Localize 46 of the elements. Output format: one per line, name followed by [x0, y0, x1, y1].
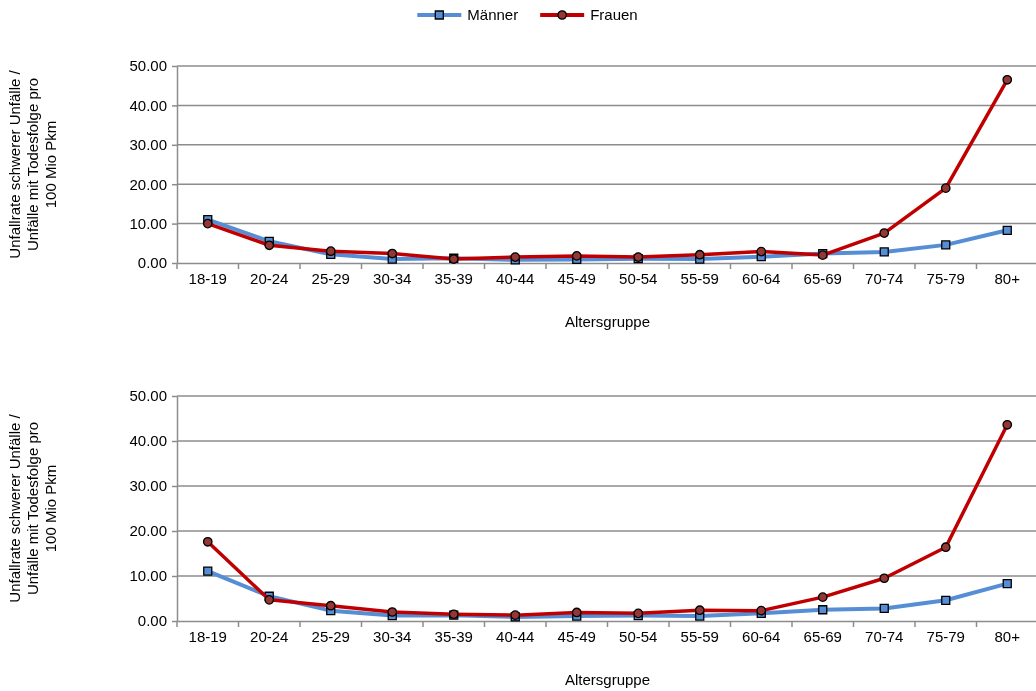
- y-tick-label: 40.00: [129, 432, 167, 450]
- x-tick-label: 50-54: [619, 270, 658, 287]
- x-tick-label: 60-64: [742, 270, 781, 287]
- y-tick-label: 10.00: [129, 567, 167, 585]
- x-axis-title: Altersgruppe: [564, 313, 651, 330]
- x-tick-label: 75-79: [926, 270, 965, 287]
- x-tick-label: 50-54: [619, 628, 658, 645]
- x-tick-label: 18-19: [188, 270, 227, 287]
- x-tick-label: 70-74: [865, 270, 904, 287]
- y-axis-title: Unfallrate schwerer Unfälle / Unfälle mit Todesfolge pro 100 Mio Pkm: [6, 69, 59, 259]
- x-tick-label: 55-59: [680, 270, 719, 287]
- y-tick-label: 30.00: [129, 477, 167, 495]
- x-tick-label: 65-69: [803, 628, 842, 645]
- x-tick-label: 70-74: [865, 628, 904, 645]
- y-tick-label: 50.00: [129, 387, 167, 405]
- x-tick-label: 30-34: [373, 270, 412, 287]
- x-tick-label: 25-29: [311, 270, 350, 287]
- x-tick-label: 35-39: [434, 270, 473, 287]
- y-tick-label: 10.00: [129, 214, 167, 232]
- x-tick-label: 25-29: [311, 628, 350, 645]
- x-tick-label: 20-24: [250, 628, 289, 645]
- x-tick-label: 18-19: [188, 628, 227, 645]
- x-tick-label: 60-64: [742, 628, 781, 645]
- x-tick-label: 55-59: [680, 628, 719, 645]
- y-axis-title: Unfallrate schwerer Unfälle / Unfälle mit Todesfolge pro 100 Mio Pkm: [6, 413, 59, 603]
- x-tick-label: 75-79: [926, 628, 965, 645]
- y-tick-label: 40.00: [129, 96, 167, 114]
- legend-label: Männer: [467, 6, 519, 23]
- y-tick-label: 20.00: [129, 175, 167, 193]
- x-tick-label: 30-34: [373, 628, 412, 645]
- x-tick-label: 80+: [994, 628, 1021, 645]
- x-tick-label: 45-49: [557, 628, 596, 645]
- x-tick-label: 35-39: [434, 628, 473, 645]
- x-axis-title: Altersgruppe: [564, 671, 651, 688]
- x-tick-label: 40-44: [496, 270, 535, 287]
- y-tick-label: 50.00: [129, 57, 167, 75]
- x-tick-label: 20-24: [250, 270, 289, 287]
- legend-label: Frauen: [590, 6, 638, 23]
- x-tick-label: 45-49: [557, 270, 596, 287]
- y-tick-label: 0.00: [137, 254, 167, 272]
- y-tick-label: 20.00: [129, 522, 167, 540]
- x-tick-label: 40-44: [496, 628, 535, 645]
- x-tick-label: 65-69: [803, 270, 842, 287]
- x-tick-label: 80+: [994, 270, 1021, 287]
- y-tick-label: 0.00: [137, 612, 167, 630]
- y-tick-label: 30.00: [129, 136, 167, 154]
